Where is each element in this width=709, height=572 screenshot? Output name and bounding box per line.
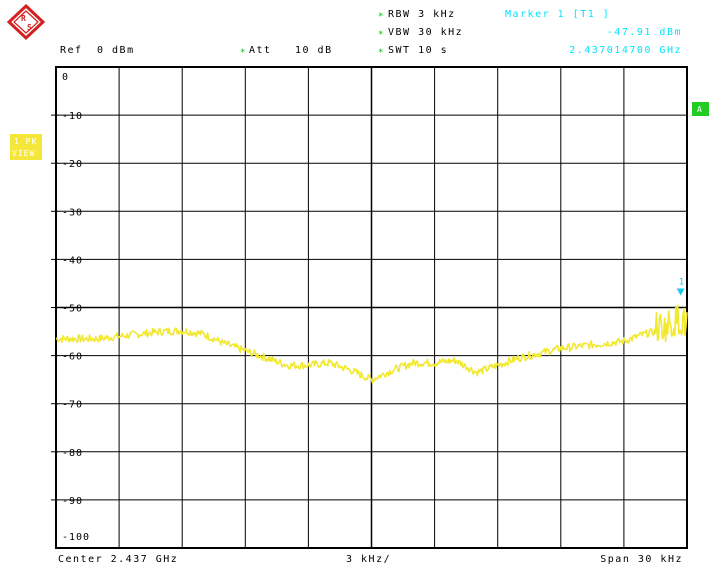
y-tick-label: -20 — [62, 159, 83, 170]
marker-number: 1 — [679, 277, 684, 287]
y-tick-label: -60 — [62, 352, 83, 363]
ref-level-value: 0 dBm — [97, 45, 135, 56]
trace-mode-line2: VIEW — [12, 149, 35, 158]
trace-mode-indicator: 1 PK VIEW — [10, 134, 42, 160]
y-tick-labels: 0 -10 -20 -30 -40 -50 -60 -70 -80 -90 -100 — [51, 72, 90, 543]
rbw-star-icon: * — [378, 12, 383, 22]
chart-grid — [56, 67, 687, 548]
plot-area: 0 -10 -20 -30 -40 -50 -60 -70 -80 -90 -100 1 — [51, 66, 688, 549]
sweep-time-setting: SWT 10 s — [388, 45, 448, 56]
rohde-schwarz-logo: R S — [6, 3, 46, 41]
attenuation-value: 10 dB — [295, 45, 333, 56]
rbw-setting: RBW 3 kHz — [388, 9, 456, 20]
y-tick-label: 0 — [62, 72, 69, 83]
ref-label: Ref — [60, 45, 83, 56]
y-tick-label: -100 — [62, 532, 90, 543]
y-tick-label: -80 — [62, 448, 83, 459]
marker-triangle-icon — [676, 288, 685, 296]
y-tick-label: -70 — [62, 400, 83, 411]
vbw-setting: VBW 30 kHz — [388, 27, 463, 38]
svg-text:A: A — [697, 105, 702, 114]
center-frequency: Center 2.437 GHz — [58, 554, 178, 565]
status-badge: A — [692, 102, 709, 116]
att-star-icon: * — [240, 48, 245, 58]
frequency-per-division: 3 kHz/ — [346, 554, 391, 565]
y-tick-label: -10 — [62, 111, 83, 122]
swt-star-icon: * — [378, 48, 383, 58]
y-tick-label: -50 — [62, 304, 83, 315]
svg-text:S: S — [27, 23, 32, 32]
marker-title: Marker 1 [T1 ] — [505, 9, 610, 20]
marker-level: -47.91 dBm — [607, 27, 682, 38]
y-tick-label: -90 — [62, 496, 83, 507]
trace-mode-line1: 1 PK — [14, 137, 37, 146]
trace-line — [55, 304, 688, 384]
y-tick-label: -30 — [62, 207, 83, 218]
y-tick-label: -40 — [62, 255, 83, 266]
attenuation-label: Att — [249, 45, 272, 56]
marker-frequency: 2.437014700 GHz — [569, 45, 682, 56]
span: Span 30 kHz — [600, 554, 683, 565]
svg-text:R: R — [21, 14, 26, 23]
vbw-star-icon: * — [378, 30, 383, 40]
marker-1: 1 — [676, 277, 685, 296]
